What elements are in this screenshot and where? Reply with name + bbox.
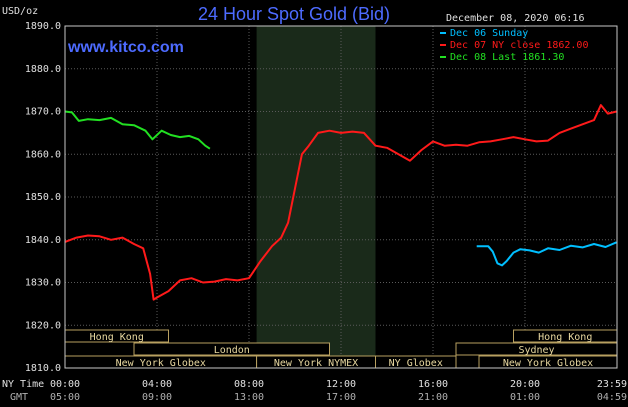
x-tick-label-gmt: 01:00	[510, 392, 540, 403]
nymex-shade	[256, 26, 376, 368]
chart-timestamp: December 08, 2020 06:16	[446, 13, 584, 24]
y-tick-label: 1850.0	[25, 192, 61, 203]
y-tick-label: 1890.0	[25, 21, 61, 32]
x-tick-label-ny: 08:00	[234, 379, 264, 390]
x-tick-label-ny: 12:00	[326, 379, 356, 390]
x-tick-label-ny: 20:00	[510, 379, 540, 390]
chart-title: 24 Hour Spot Gold (Bid)	[198, 4, 390, 24]
legend-entry: Dec 08 Last 1861.30	[450, 52, 564, 63]
session-label: London	[214, 345, 250, 356]
x-tick-label-gmt: 05:00	[50, 392, 80, 403]
x-tick-label-gmt: 09:00	[142, 392, 172, 403]
session-label: Sydney	[518, 345, 554, 356]
legend-entry: Dec 07 NY close 1862.00	[450, 40, 588, 51]
x-tick-label-gmt: 04:59	[597, 392, 627, 403]
session-label: Hong Kong	[90, 332, 144, 343]
x-tick-label-gmt: 21:00	[418, 392, 448, 403]
session-label: New York Globex	[503, 358, 593, 369]
plot-frame	[64, 25, 618, 369]
x-tick-label-gmt: 13:00	[234, 392, 264, 403]
series-line	[64, 110, 211, 150]
y-tick-label: 1840.0	[25, 235, 61, 246]
x-tick-label-ny: 04:00	[142, 379, 172, 390]
x-row-label-ny: NY Time	[2, 379, 44, 390]
session-label: NY Globex	[389, 358, 443, 369]
website-watermark: www.kitco.com	[67, 39, 184, 56]
session-label: New York Globex	[116, 358, 206, 369]
x-tick-label-ny: 23:59	[597, 379, 627, 390]
series-line	[476, 241, 617, 267]
session-label: New York NYMEX	[274, 358, 358, 369]
y-axis-label: USD/oz	[2, 6, 38, 17]
y-tick-label: 1810.0	[25, 363, 61, 374]
legend-entry: Dec 06 Sunday	[450, 28, 528, 39]
y-tick-label: 1860.0	[25, 149, 61, 160]
y-tick-label: 1830.0	[25, 278, 61, 289]
y-tick-label: 1870.0	[25, 107, 61, 118]
x-row-label-gmt: GMT	[10, 392, 28, 403]
x-tick-label-ny: 16:00	[418, 379, 448, 390]
session-bar	[133, 342, 330, 356]
session-label: Hong Kong	[538, 332, 592, 343]
y-tick-label: 1880.0	[25, 64, 61, 75]
x-tick-label-gmt: 17:00	[326, 392, 356, 403]
series-line	[64, 104, 617, 301]
x-tick-label-ny: 00:00	[50, 379, 80, 390]
y-tick-label: 1820.0	[25, 320, 61, 331]
